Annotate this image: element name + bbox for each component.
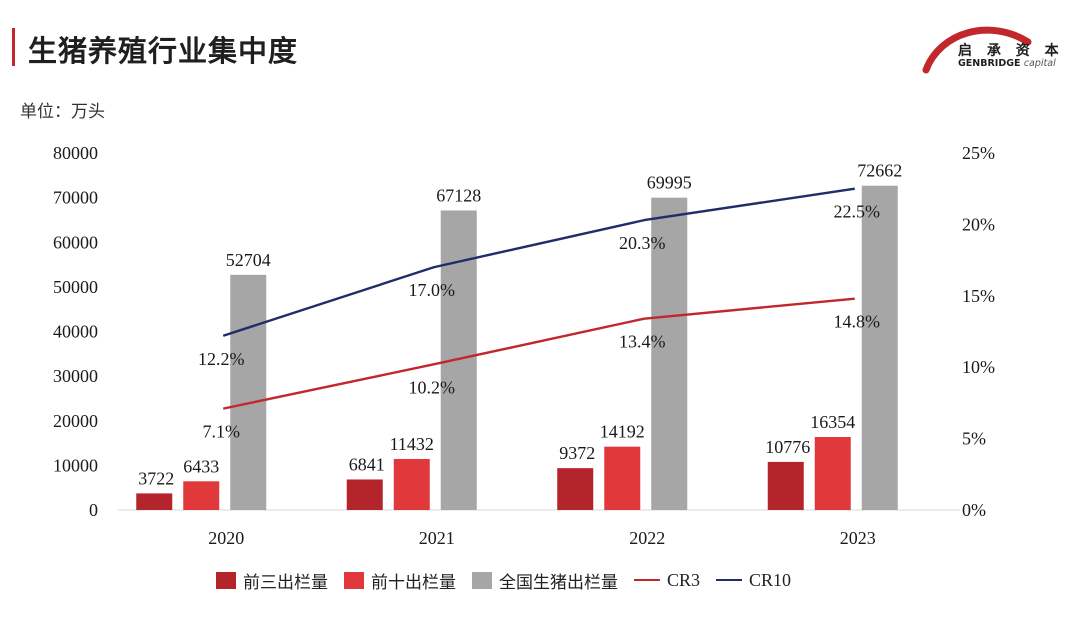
legend-label-cr3-line: CR3 [667, 569, 701, 590]
bar-全国生猪出栏量-2020 [230, 274, 267, 510]
line-label-CR10-2023: 22.5% [834, 202, 881, 222]
legend-swatch-cr10-bar [344, 571, 364, 589]
y-tick-label-60000: 60000 [53, 232, 98, 252]
bar-全国生猪出栏量-2023 [861, 185, 898, 510]
y2-tick-label-5pct: 5% [962, 429, 986, 449]
y-tick-label-10000: 10000 [53, 455, 98, 475]
line-label-CR3-2022: 13.4% [619, 332, 666, 352]
y-tick-label-0: 0 [89, 500, 98, 520]
legend: 前三出栏量 前十出栏量 全国生猪出栏量 CR3 CR10 [216, 566, 791, 594]
bar-label-前三出栏量-2021: 6841 [349, 454, 385, 474]
bar-前三出栏量-2023 [767, 461, 804, 510]
bar-label-全国生猪出栏量-2021: 67128 [436, 185, 481, 205]
legend-item-cr3-line: CR3 [634, 570, 700, 591]
bar-label-前三出栏量-2020: 3722 [138, 468, 174, 488]
legend-item-cr3-bar: 前三出栏量 [216, 568, 328, 593]
bar-前十出栏量-2022 [604, 446, 641, 510]
bar-label-前十出栏量-2023: 16354 [810, 412, 855, 432]
bar-前三出栏量-2021 [346, 479, 383, 510]
x-tick-label-2023: 2023 [840, 528, 876, 548]
x-tick-label-2022: 2022 [629, 528, 665, 548]
line-label-CR10-2020: 12.2% [198, 349, 245, 369]
y2-tick-label-25pct: 25% [962, 143, 995, 163]
x-tick-label-2021: 2021 [419, 528, 455, 548]
bar-前十出栏量-2023 [814, 437, 851, 510]
bar-前三出栏量-2020 [136, 493, 173, 510]
bar-前十出栏量-2020 [183, 481, 220, 510]
logo-arc-icon [922, 26, 1032, 74]
x-tick-label-2020: 2020 [208, 528, 244, 548]
legend-label-cr10-bar: 前十出栏量 [371, 572, 456, 593]
legend-item-cr10-bar: 前十出栏量 [344, 568, 456, 593]
legend-item-total-bar: 全国生猪出栏量 [472, 568, 618, 593]
title-accent-bar [12, 28, 15, 66]
line-CR3 [223, 297, 855, 410]
y-tick-label-30000: 30000 [53, 366, 98, 386]
legend-swatch-cr10-line [716, 579, 743, 581]
logo-text-cn: 启 承 资 本 [958, 43, 1064, 59]
legend-label-cr10-line: CR10 [749, 569, 792, 590]
legend-swatch-total-bar [472, 571, 492, 589]
y-tick-label-20000: 20000 [53, 411, 98, 431]
y2-tick-label-0pct: 0% [962, 500, 986, 520]
bar-全国生猪出栏量-2021 [440, 210, 477, 511]
bar-label-全国生猪出栏量-2023: 72662 [857, 161, 902, 181]
line-label-CR10-2021: 17.0% [409, 280, 456, 300]
bar-前十出栏量-2021 [393, 458, 430, 510]
y-tick-label-50000: 50000 [53, 277, 98, 297]
legend-swatch-cr3-line [634, 579, 660, 581]
bar-前三出栏量-2022 [557, 468, 594, 510]
genbridge-logo [922, 26, 1032, 74]
y-tick-label-40000: 40000 [53, 322, 98, 342]
bar-label-前三出栏量-2023: 10776 [765, 437, 810, 457]
bar-全国生猪出栏量-2022 [651, 197, 688, 510]
legend-label-total-bar: 全国生猪出栏量 [499, 572, 618, 593]
logo-text-en-light: capital [1023, 58, 1056, 69]
y-tick-label-70000: 70000 [53, 188, 98, 208]
unit-label: 单位：万头 [20, 102, 105, 122]
logo-text-en-bold: GENBRIDGE [958, 58, 1021, 69]
bar-label-前十出栏量-2020: 6433 [183, 456, 219, 476]
legend-swatch-cr3-bar [216, 571, 236, 589]
logo-text-en: GENBRIDGE capital [958, 58, 1056, 69]
y2-tick-label-20pct: 20% [962, 214, 995, 234]
line-label-CR10-2022: 20.3% [619, 233, 666, 253]
bar-label-前三出栏量-2022: 9372 [559, 443, 595, 463]
y-tick-label-80000: 80000 [53, 143, 98, 163]
line-CR10 [222, 187, 855, 337]
y2-tick-label-15pct: 15% [962, 286, 995, 306]
page-title: 生猪养殖行业集中度 [28, 34, 299, 68]
line-label-CR3-2021: 10.2% [409, 377, 456, 397]
legend-label-cr3-bar: 前三出栏量 [243, 572, 328, 593]
legend-item-cr10-line: CR10 [716, 570, 791, 591]
bar-label-前十出栏量-2021: 11432 [390, 434, 434, 454]
bar-label-全国生猪出栏量-2020: 52704 [226, 250, 271, 270]
line-label-CR3-2023: 14.8% [834, 312, 881, 332]
bar-label-全国生猪出栏量-2022: 69995 [647, 173, 692, 193]
line-label-CR3-2020: 7.1% [203, 422, 241, 442]
bar-label-前十出栏量-2022: 14192 [600, 422, 645, 442]
y2-tick-label-10pct: 10% [962, 357, 995, 377]
